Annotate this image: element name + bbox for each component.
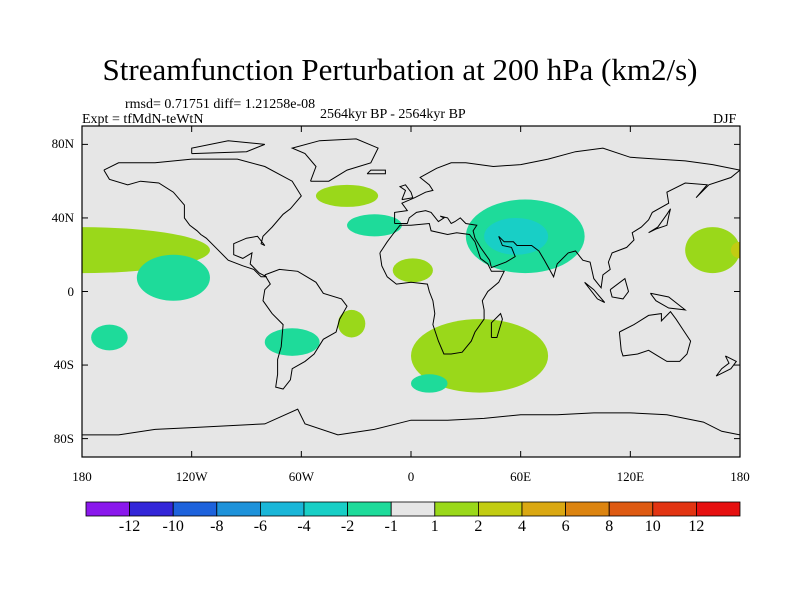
colorbar-swatch bbox=[477, 501, 523, 517]
x-tick-label: 60W bbox=[288, 469, 314, 484]
colorbar-swatch bbox=[216, 501, 261, 517]
coastline bbox=[584, 281, 606, 303]
x-tick-label: 180 bbox=[72, 469, 92, 484]
colorbar-label: -6 bbox=[253, 518, 268, 535]
y-tick-label: 80N bbox=[51, 136, 74, 152]
x-tick-label: 180 bbox=[730, 469, 750, 484]
colorbar-label: 8 bbox=[605, 518, 614, 535]
anomaly-region bbox=[730, 241, 740, 259]
coastline bbox=[618, 310, 692, 362]
coastline bbox=[649, 292, 687, 311]
colorbar-label: 1 bbox=[430, 518, 439, 535]
colorbar-label: 10 bbox=[644, 518, 661, 535]
season-text: DJF bbox=[713, 112, 737, 127]
coastlines bbox=[82, 138, 740, 436]
x-tick-label: 0 bbox=[407, 469, 415, 484]
anomaly-region bbox=[136, 254, 210, 301]
period-text: 2564kyr BP - 2564kyr BP bbox=[320, 107, 466, 122]
colorbar-label: 4 bbox=[518, 518, 526, 535]
stats-text: rmsd= 0.71751 diff= 1.21258e-08 bbox=[125, 97, 316, 112]
anomaly-region bbox=[484, 217, 549, 255]
colorbar-swatch bbox=[129, 501, 174, 517]
colorbar-swatch bbox=[565, 501, 610, 517]
colorbar-swatch bbox=[172, 501, 218, 517]
anomaly-region bbox=[264, 328, 320, 356]
colorbar-label: 6 bbox=[561, 518, 570, 535]
x-tick-label: 120W bbox=[175, 469, 208, 484]
x-tick-label: 120E bbox=[616, 469, 645, 484]
colorbar-swatch bbox=[85, 501, 130, 517]
y-tick-label: 0 bbox=[67, 283, 75, 299]
anomaly-region bbox=[411, 319, 549, 393]
coastline bbox=[715, 355, 738, 377]
coastline bbox=[379, 222, 506, 355]
colorbar-swatch bbox=[652, 501, 697, 517]
y-tick-label: 40N bbox=[51, 209, 74, 225]
colorbar-swatch bbox=[521, 501, 566, 517]
x-tick-label: 60E bbox=[510, 469, 532, 484]
coastline bbox=[366, 169, 386, 175]
colorbar-label: 2 bbox=[474, 518, 483, 535]
anomaly-region bbox=[337, 309, 366, 338]
anomaly-region bbox=[392, 258, 433, 283]
colorbar-swatch bbox=[608, 501, 654, 517]
anomaly-layer bbox=[82, 184, 740, 393]
y-tick-label: 40S bbox=[53, 357, 74, 373]
chart-title: Streamfunction Perturbation at 200 hPa (… bbox=[102, 52, 698, 87]
colorbar-swatch bbox=[696, 501, 741, 517]
colorbar-label: -12 bbox=[118, 518, 141, 535]
anomaly-region bbox=[685, 227, 740, 274]
colorbar-label: -4 bbox=[297, 518, 311, 535]
experiment-text: Expt = tfMdN-teWtN bbox=[82, 112, 204, 127]
anomaly-region bbox=[91, 324, 128, 351]
coastline bbox=[398, 184, 414, 201]
coastline bbox=[290, 138, 379, 182]
coastline bbox=[490, 312, 503, 338]
coastline bbox=[648, 208, 671, 234]
colorbar-label: 12 bbox=[688, 518, 705, 535]
coastline bbox=[103, 158, 302, 278]
coastline bbox=[191, 140, 265, 155]
colorbar-label: -1 bbox=[384, 518, 398, 535]
colorbar-swatch bbox=[259, 501, 305, 517]
coastline bbox=[82, 408, 740, 436]
coastline bbox=[394, 147, 740, 290]
colorbar-label: -2 bbox=[340, 518, 355, 535]
colorbar-swatch bbox=[303, 501, 348, 517]
anomaly-region bbox=[315, 184, 379, 207]
coastline bbox=[262, 268, 348, 390]
colorbar-swatch bbox=[434, 501, 479, 517]
colorbar-label: -8 bbox=[210, 518, 224, 535]
colorbar-swatch bbox=[347, 501, 392, 517]
anomaly-region bbox=[411, 374, 448, 393]
anomaly-region bbox=[347, 214, 402, 237]
colorbar-swatch bbox=[390, 501, 436, 517]
y-tick-label: 80S bbox=[53, 430, 74, 446]
coastline bbox=[609, 277, 630, 300]
colorbar-label: -10 bbox=[162, 518, 184, 535]
